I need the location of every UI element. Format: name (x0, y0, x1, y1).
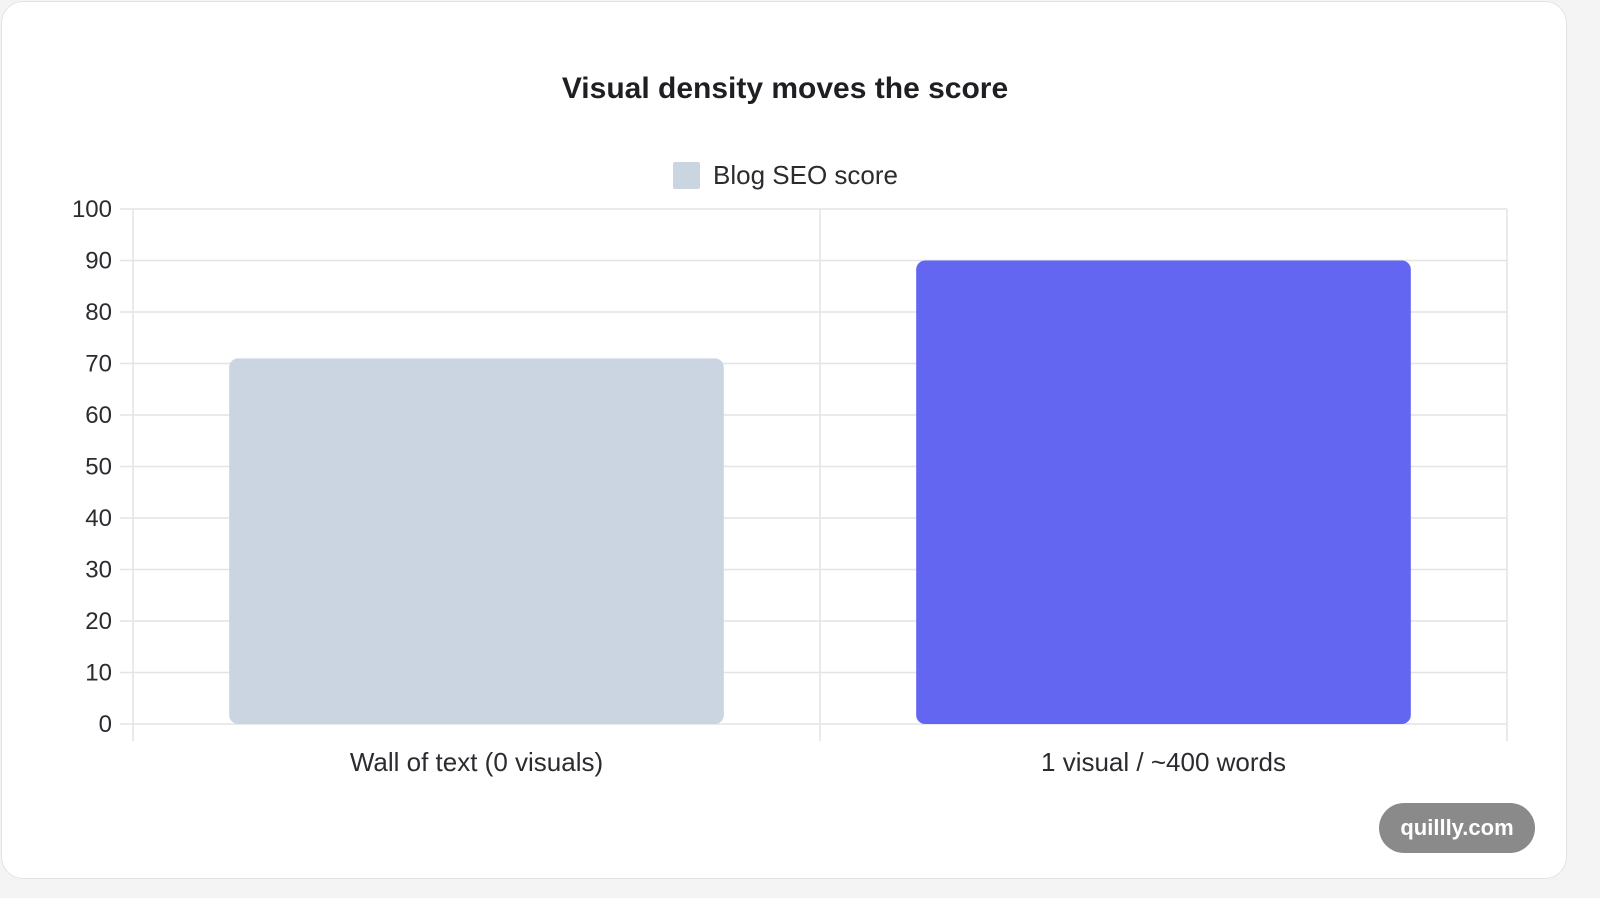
y-tick-label: 30 (85, 557, 112, 584)
x-tick-label: 1 visual / ~400 words (1041, 747, 1286, 777)
chart-title: Visual density moves the score (562, 72, 1008, 105)
watermark-badge: quillly.com (1379, 803, 1535, 853)
x-tick-label: Wall of text (0 visuals) (350, 747, 603, 777)
legend-swatch (673, 162, 700, 189)
y-tick-label: 50 (85, 454, 112, 481)
bar (916, 260, 1411, 724)
y-tick-label: 10 (85, 660, 112, 687)
x-axis-labels: Wall of text (0 visuals) 1 visual / ~400 … (350, 747, 1286, 777)
y-tick-label: 40 (85, 505, 112, 532)
y-axis-ticks: 0 10 20 30 40 50 60 70 80 90 100 (72, 196, 112, 738)
y-tick-label: 70 (85, 351, 112, 378)
legend-label: Blog SEO score (713, 160, 898, 190)
bar-chart: Visual density moves the score Blog SEO … (72, 72, 1508, 777)
bar (229, 358, 724, 724)
y-tick-label: 80 (85, 299, 112, 326)
chart-card: Visual density moves the score Blog SEO … (1, 1, 1567, 879)
y-tick-label: 100 (72, 196, 112, 223)
bars-layer (229, 260, 1411, 724)
y-tick-label: 90 (85, 248, 112, 275)
y-tick-label: 60 (85, 402, 112, 429)
y-tick-label: 20 (85, 608, 112, 635)
y-tick-label: 0 (99, 711, 112, 738)
